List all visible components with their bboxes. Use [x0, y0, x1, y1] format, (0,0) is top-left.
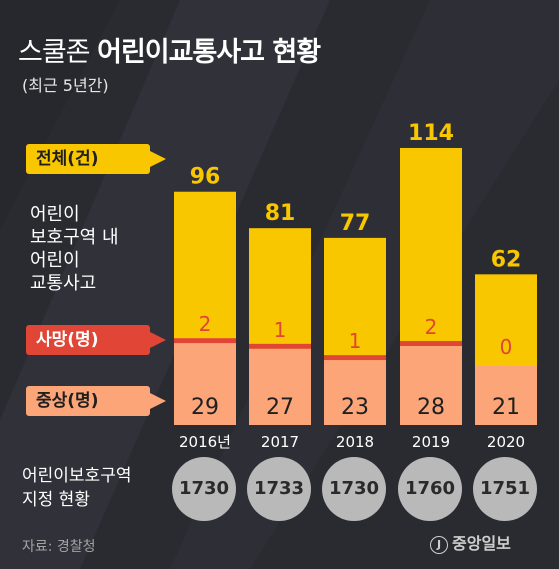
logo-text: 중앙일보	[452, 534, 511, 553]
page-title: 스쿨존 어린이교통사고 현황	[18, 30, 321, 69]
publisher-logo: J 중앙일보	[430, 530, 511, 554]
zone-circle-2020: 1751	[473, 457, 537, 521]
zone-circle-2016: 1730	[172, 457, 236, 521]
data-label-death-3: 2	[425, 315, 438, 339]
data-label-injury-3: 28	[417, 395, 445, 420]
description-line: 보호구역 내	[30, 227, 119, 248]
bar-death-2	[324, 355, 386, 361]
bar-injury-0	[174, 343, 236, 425]
bar-injury-4	[475, 365, 537, 425]
title-plain: 스쿨존	[18, 37, 91, 68]
x-tick-label-0: 2016년	[179, 433, 231, 451]
bar-death-1	[249, 343, 311, 349]
zone-label-line: 지정 현황	[22, 490, 90, 510]
data-label-injury-2: 23	[341, 395, 369, 420]
data-label-injury-4: 21	[492, 395, 520, 420]
bar-death-0	[174, 338, 236, 344]
x-tick-label-3: 2019	[412, 433, 450, 451]
data-label-total-4: 62	[491, 247, 522, 272]
legend-injury: 중상(명)	[26, 386, 150, 416]
source-note: 자료: 경찰청	[22, 539, 96, 555]
bar-death-3	[400, 341, 462, 347]
bar-injury-2	[324, 360, 386, 425]
data-label-death-1: 1	[274, 318, 287, 342]
legend-injury-pointer	[150, 393, 166, 409]
chart-description: 어린이 보호구역 내 어린이 교통사고	[30, 203, 180, 295]
description-line: 어린이	[30, 250, 80, 271]
legend-total-pointer	[150, 151, 166, 167]
x-tick-label-2: 2018	[336, 433, 374, 451]
data-label-injury-0: 29	[191, 395, 219, 420]
description-line: 교통사고	[30, 273, 97, 294]
data-label-death-4: 0	[500, 335, 513, 359]
title-bold: 어린이교통사고 현황	[97, 37, 321, 68]
zone-circle-2018: 1730	[322, 457, 386, 521]
legend-death: 사망(명)	[26, 325, 150, 355]
logo-mark-icon: J	[430, 536, 448, 554]
data-label-total-3: 114	[408, 121, 454, 146]
page-subtitle: (최근 5년간)	[22, 76, 109, 95]
legend-death-pointer	[150, 332, 166, 348]
data-label-total-0: 96	[190, 165, 221, 190]
zone-circle-2019: 1760	[398, 457, 462, 521]
data-label-injury-1: 27	[266, 395, 294, 420]
data-label-total-2: 77	[340, 211, 371, 236]
zone-circle-2017: 1733	[247, 457, 311, 521]
data-label-death-2: 1	[349, 329, 362, 353]
zone-label-line: 어린이보호구역	[22, 466, 132, 486]
bar-injury-1	[249, 348, 311, 425]
bar-injury-3	[400, 346, 462, 425]
legend-total: 전체(건)	[26, 144, 150, 174]
data-label-total-1: 81	[265, 201, 296, 226]
description-line: 어린이	[30, 204, 80, 225]
data-label-death-0: 2	[199, 312, 212, 336]
x-tick-label-1: 2017	[261, 433, 299, 451]
x-tick-label-4: 2020	[487, 433, 525, 451]
bar-chart: 96 2 29 2016년 81 1 27 2017 77 1 23 2018 114 2 28 2019 62…	[174, 121, 537, 451]
